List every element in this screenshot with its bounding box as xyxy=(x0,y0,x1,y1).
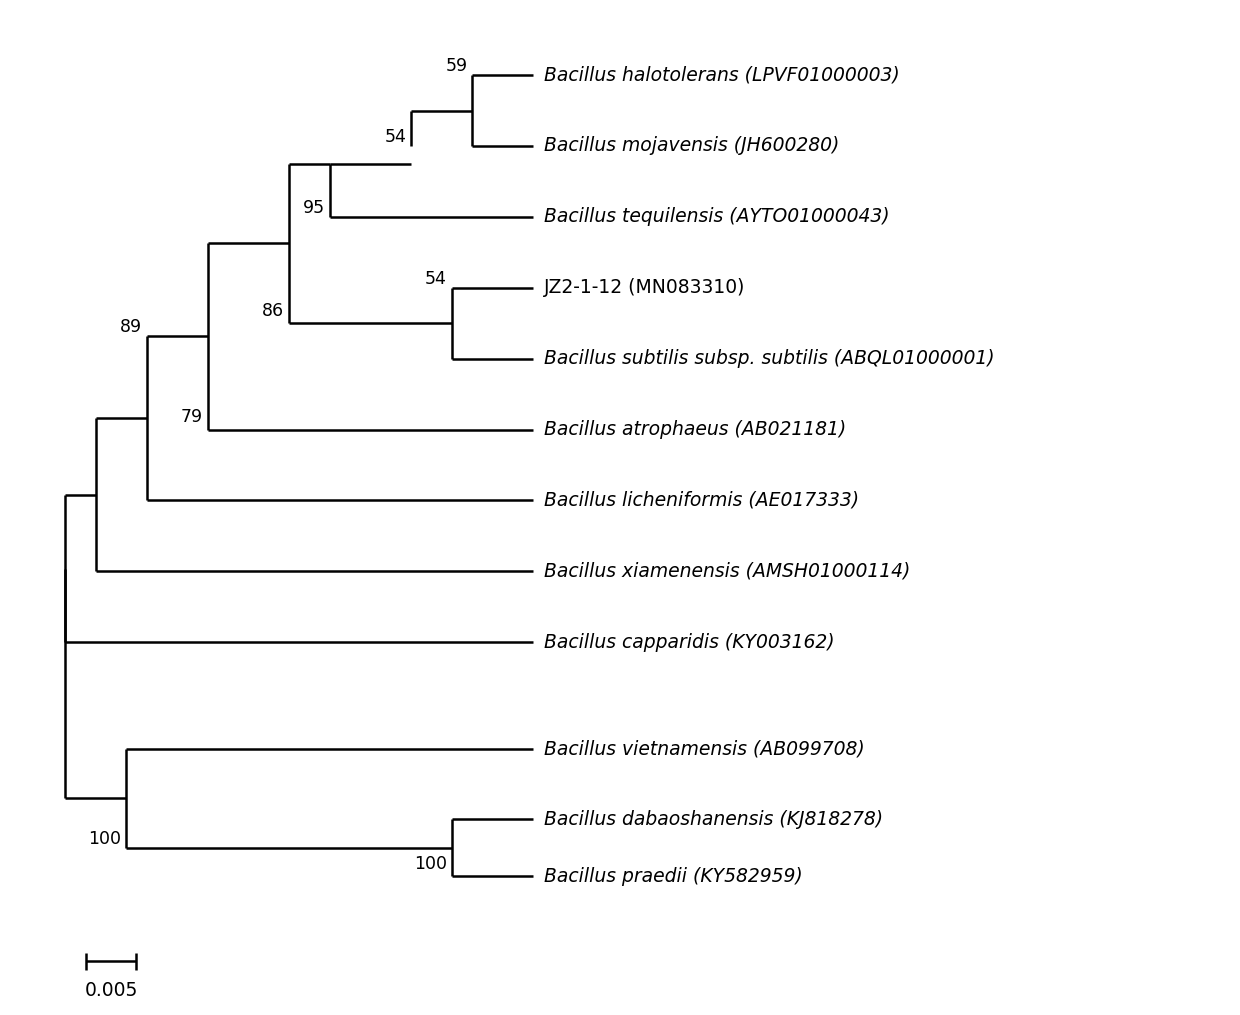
Text: Bacillus dabaoshanensis (KJ818278): Bacillus dabaoshanensis (KJ818278) xyxy=(543,810,883,829)
Text: 54: 54 xyxy=(384,128,407,146)
Text: 95: 95 xyxy=(303,199,325,217)
Text: Bacillus halotolerans (LPVF01000003): Bacillus halotolerans (LPVF01000003) xyxy=(543,66,899,84)
Text: 59: 59 xyxy=(445,57,467,75)
Text: Bacillus tequilensis (AYTO01000043): Bacillus tequilensis (AYTO01000043) xyxy=(543,207,889,226)
Text: 100: 100 xyxy=(414,855,446,873)
Text: Bacillus licheniformis (AE017333): Bacillus licheniformis (AE017333) xyxy=(543,491,859,510)
Text: Bacillus atrophaeus (AB021181): Bacillus atrophaeus (AB021181) xyxy=(543,420,846,439)
Text: Bacillus praedii (KY582959): Bacillus praedii (KY582959) xyxy=(543,867,802,886)
Text: 89: 89 xyxy=(119,319,141,337)
Text: 0.005: 0.005 xyxy=(84,982,138,1000)
Text: 54: 54 xyxy=(425,270,446,287)
Text: Bacillus capparidis (KY003162): Bacillus capparidis (KY003162) xyxy=(543,632,835,652)
Text: Bacillus vietnamensis (AB099708): Bacillus vietnamensis (AB099708) xyxy=(543,739,864,758)
Text: 86: 86 xyxy=(262,301,284,320)
Text: 100: 100 xyxy=(88,830,122,848)
Text: Bacillus mojavensis (JH600280): Bacillus mojavensis (JH600280) xyxy=(543,136,839,155)
Text: JZ2-1-12 (MN083310): JZ2-1-12 (MN083310) xyxy=(543,278,745,297)
Text: Bacillus subtilis subsp. subtilis (ABQL01000001): Bacillus subtilis subsp. subtilis (ABQL0… xyxy=(543,349,994,368)
Text: Bacillus xiamenensis (AMSH01000114): Bacillus xiamenensis (AMSH01000114) xyxy=(543,562,910,581)
Text: 79: 79 xyxy=(181,408,202,426)
